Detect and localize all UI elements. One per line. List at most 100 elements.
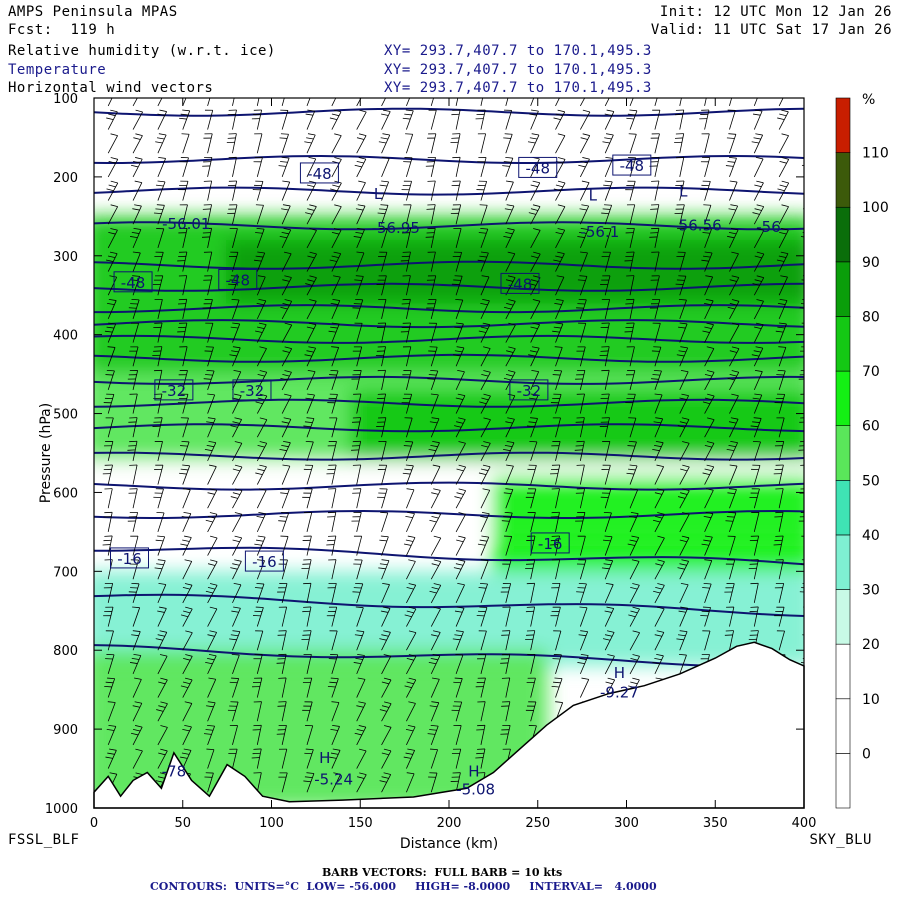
barb-shaft — [281, 630, 287, 651]
barb-shaft — [803, 601, 804, 603]
barb-shaft — [579, 299, 587, 320]
barb-shaft — [406, 441, 414, 462]
barb-flag — [332, 184, 340, 188]
barb-shaft — [207, 98, 211, 107]
barb-flag — [508, 346, 516, 350]
barb-flag — [731, 275, 739, 278]
barb-flag — [282, 373, 290, 377]
barb-flag — [408, 583, 416, 586]
isotherm-label: -32 — [517, 382, 542, 400]
barb-flag — [408, 559, 416, 562]
barb-shaft — [331, 229, 342, 249]
barb-shaft — [579, 464, 585, 485]
barb-shaft — [232, 584, 242, 604]
barb-flag — [626, 472, 635, 475]
barb-shaft — [455, 608, 465, 627]
barb-flag — [309, 275, 317, 279]
barb-flag — [233, 582, 242, 586]
barb-shaft — [132, 98, 138, 107]
barb-shaft — [430, 323, 438, 343]
barb-shaft — [430, 418, 440, 438]
barb-flag — [680, 582, 689, 586]
barb-shaft — [530, 418, 538, 438]
barb-shaft — [406, 110, 414, 130]
barb-shaft — [356, 703, 366, 722]
barb-shaft — [679, 180, 685, 201]
barb-flag — [456, 606, 465, 609]
barb-flag — [353, 236, 362, 238]
barb-shaft — [232, 157, 237, 177]
barb-shaft — [480, 513, 490, 533]
barb-shaft — [356, 559, 363, 580]
barb-flag — [232, 492, 241, 495]
barb-shaft — [232, 514, 243, 533]
barb-flag — [359, 87, 366, 89]
barb-flag — [255, 255, 264, 258]
barb-shaft — [778, 607, 785, 627]
barb-shaft — [331, 630, 338, 651]
barb-shaft — [256, 300, 267, 320]
barb-shaft — [406, 417, 413, 438]
barb-shaft — [530, 206, 541, 225]
barb-shaft — [729, 181, 738, 201]
barb-shaft — [182, 322, 188, 343]
barb-shaft — [778, 159, 790, 178]
barb-shaft — [331, 347, 340, 367]
barb-flag — [729, 373, 737, 377]
barb-flag — [404, 113, 412, 116]
barb-shaft — [207, 702, 216, 722]
barb-flag — [231, 610, 239, 613]
barb-flag — [679, 630, 688, 633]
barb-shaft — [232, 347, 241, 367]
barb-flag — [159, 109, 167, 112]
barb-flag — [108, 322, 116, 325]
barb-shaft — [207, 204, 212, 225]
barb-shaft — [753, 535, 760, 556]
barb-flag — [158, 156, 166, 159]
barb-flag — [505, 488, 513, 490]
barb-flag — [557, 157, 566, 160]
barb-flag — [702, 472, 710, 475]
isotherm-label-box — [518, 156, 558, 178]
barb-shaft — [306, 654, 312, 674]
barb-flag — [110, 228, 118, 231]
barb-flag — [604, 634, 613, 637]
barb-shaft — [579, 607, 588, 627]
barb-flag — [453, 354, 461, 357]
barb-flag — [682, 512, 690, 515]
barb-flag — [328, 330, 337, 333]
barb-shaft — [207, 442, 217, 462]
barb-shaft — [430, 702, 440, 722]
barb-flag — [728, 231, 737, 235]
barb-shaft — [207, 466, 217, 485]
barb-shaft — [505, 677, 511, 698]
barb-shaft — [207, 251, 213, 272]
isotherm-4 — [94, 260, 804, 270]
barb-flag — [205, 729, 214, 731]
barb-shaft — [455, 276, 463, 296]
barb-flag — [480, 302, 488, 306]
barb-flag — [729, 464, 738, 467]
barb-shaft — [654, 585, 665, 604]
barb-shaft — [778, 512, 784, 532]
barb-shaft — [281, 606, 288, 627]
barb-shaft — [455, 180, 461, 201]
barb-shaft — [256, 583, 265, 604]
barb-shaft — [132, 726, 143, 746]
barb-flag — [232, 421, 240, 424]
barb-flag — [180, 543, 188, 546]
barb-flag — [756, 275, 764, 279]
barb-shaft — [381, 632, 391, 651]
barb-flag — [432, 440, 440, 444]
barb-flag — [578, 164, 586, 168]
barb-shaft — [331, 417, 338, 438]
barb-shaft — [381, 608, 391, 627]
barb-flag — [284, 393, 292, 397]
barb-shaft — [555, 464, 561, 485]
barb-flag — [706, 370, 715, 373]
barb-flag — [108, 90, 115, 92]
barb-flag — [307, 369, 316, 373]
barb-flag — [332, 298, 340, 301]
barb-flag — [280, 161, 288, 163]
colorbar-bin-4 — [835, 534, 851, 590]
